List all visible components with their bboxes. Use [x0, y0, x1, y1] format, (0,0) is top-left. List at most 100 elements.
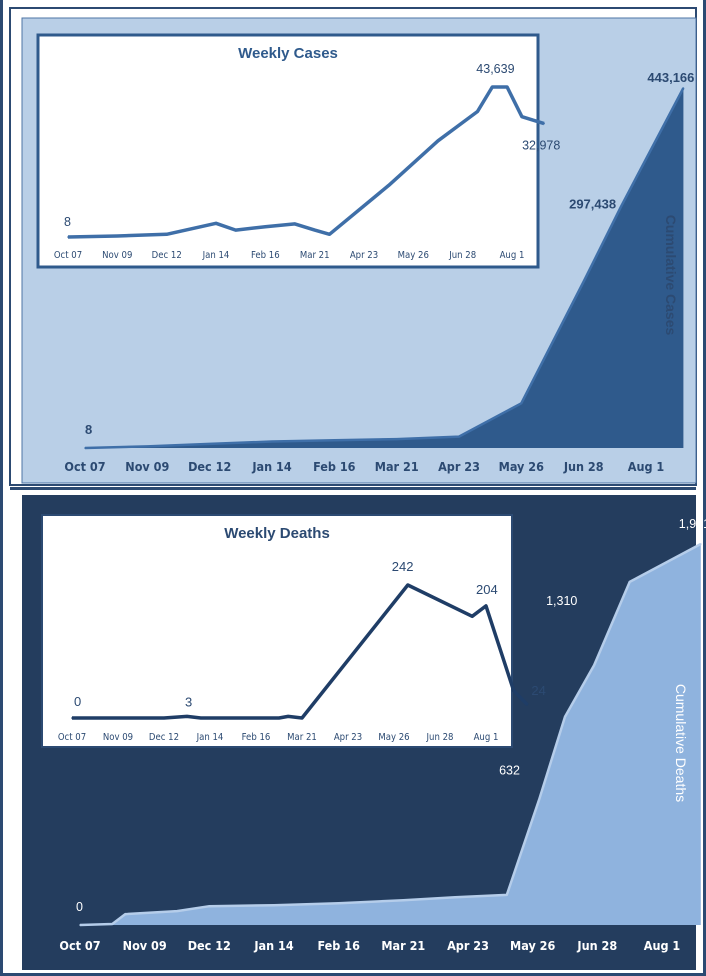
data-point [387, 184, 390, 187]
x-tick-label: Apr 23 [350, 250, 378, 261]
series-line [72, 583, 529, 720]
data-point [620, 205, 622, 208]
weekly-cases-title: Weekly Cases [238, 45, 338, 62]
x-tick-label: Feb 16 [313, 459, 356, 474]
data-point [506, 86, 508, 88]
data-point [84, 447, 86, 449]
data-label: 443,166 [647, 70, 694, 85]
data-point [278, 717, 280, 719]
data-point [165, 233, 168, 236]
data-point [71, 717, 73, 719]
weekly-deaths-inset [41, 514, 513, 748]
x-tick-label: Jun 28 [576, 938, 617, 953]
series-line [67, 85, 545, 239]
data-point [407, 584, 409, 586]
data-point [337, 902, 340, 904]
data-point [234, 229, 237, 231]
x-tick-label: Mar 21 [287, 732, 317, 743]
cumulative-deaths-chart: Oct 07 Nov 09 Dec 12 Jan 14 Feb 16 Mar 21 Apr … [59, 517, 706, 953]
data-point [485, 605, 487, 607]
data-point [458, 435, 460, 438]
data-point [111, 923, 114, 925]
x-tick-label: Apr 23 [438, 459, 480, 474]
data-point [564, 715, 566, 718]
data-point [526, 704, 529, 706]
x-tick-label: Nov 09 [125, 459, 169, 474]
x-tick-label: Mar 21 [300, 250, 330, 261]
data-label: 3 [185, 694, 192, 709]
weekly-deaths-chart: Oct 07 Nov 09 Dec 12 Jan 14 Feb 16 Mar 21 Apr … [58, 559, 546, 743]
data-point [454, 896, 456, 898]
data-label: 8 [85, 422, 92, 437]
data-point [79, 924, 81, 926]
x-tick-label: Aug 1 [500, 250, 525, 261]
data-point [682, 87, 685, 89]
x-tick-label: Jun 28 [563, 459, 604, 474]
x-tick-label: Dec 12 [152, 250, 182, 261]
data-point [543, 122, 545, 125]
data-point [512, 689, 515, 692]
data-point [437, 140, 439, 142]
weekly-deaths-title: Weekly Deaths [224, 525, 330, 542]
weekly-cases-chart: Oct 07 Nov 09 Dec 12 Jan 14 Feb 16 Mar 21 Apr … [54, 62, 561, 261]
area-fill [80, 544, 701, 925]
data-point [521, 115, 523, 118]
x-tick-label: May 26 [510, 938, 555, 953]
data-point [176, 910, 178, 912]
data-point [402, 899, 405, 901]
x-tick-label: May 26 [398, 250, 429, 261]
data-point [506, 894, 508, 896]
data-point [538, 798, 540, 801]
data-point [328, 233, 331, 236]
data-point [476, 110, 479, 113]
x-tick-label: Aug 1 [474, 732, 499, 743]
data-point [215, 222, 217, 225]
x-tick-label: Jun 28 [426, 732, 454, 743]
data-label: 0 [74, 694, 81, 709]
data-point [395, 438, 398, 440]
data-point [116, 235, 119, 237]
x-tick-label: Apr 23 [447, 938, 489, 953]
x-tick-label: Dec 12 [188, 938, 231, 953]
weekly-cases-inset [36, 33, 540, 269]
data-label: 632 [499, 764, 520, 778]
data-point [271, 440, 273, 443]
x-tick-label: Jun 28 [448, 250, 476, 261]
data-point [208, 443, 211, 445]
data-point [700, 543, 702, 545]
data-label: 32,978 [522, 139, 560, 153]
data-point [163, 717, 165, 719]
x-tick-label: Mar 21 [375, 459, 419, 474]
data-point [264, 225, 267, 228]
data-point [208, 905, 211, 907]
data-point [313, 229, 316, 231]
data-point [333, 439, 336, 442]
x-tick-label: Aug 1 [628, 459, 665, 474]
data-label: 297,438 [569, 196, 616, 211]
cumulative-deaths-axis-label: Cumulative Deaths [673, 684, 689, 802]
data-point [200, 717, 202, 719]
x-tick-label: Jan 14 [196, 732, 224, 743]
data-point [491, 86, 494, 88]
data-point [520, 402, 523, 405]
area-fill [85, 88, 684, 448]
data-label: 24 [531, 683, 545, 698]
x-tick-label: Feb 16 [251, 250, 280, 261]
data-label: 1,921 [679, 517, 706, 531]
x-tick-label: May 26 [378, 732, 409, 743]
data-point [301, 717, 303, 719]
data-label: 204 [476, 582, 498, 597]
cumulative-cases-chart: Oct 07 Nov 09 Dec 12 Jan 14 Feb 16 Mar 21 Apr … [64, 70, 694, 474]
data-label: 1,310 [546, 594, 577, 608]
data-point [67, 236, 69, 238]
data-point [287, 715, 290, 718]
x-tick-label: Nov 09 [123, 938, 167, 953]
x-tick-label: Aug 1 [644, 938, 681, 953]
data-label: 242 [392, 559, 414, 574]
x-tick-label: Nov 09 [102, 250, 132, 261]
cumulative-cases-axis-label: Cumulative Cases [663, 215, 679, 336]
x-tick-label: Oct 07 [64, 459, 105, 474]
data-point [124, 913, 127, 915]
